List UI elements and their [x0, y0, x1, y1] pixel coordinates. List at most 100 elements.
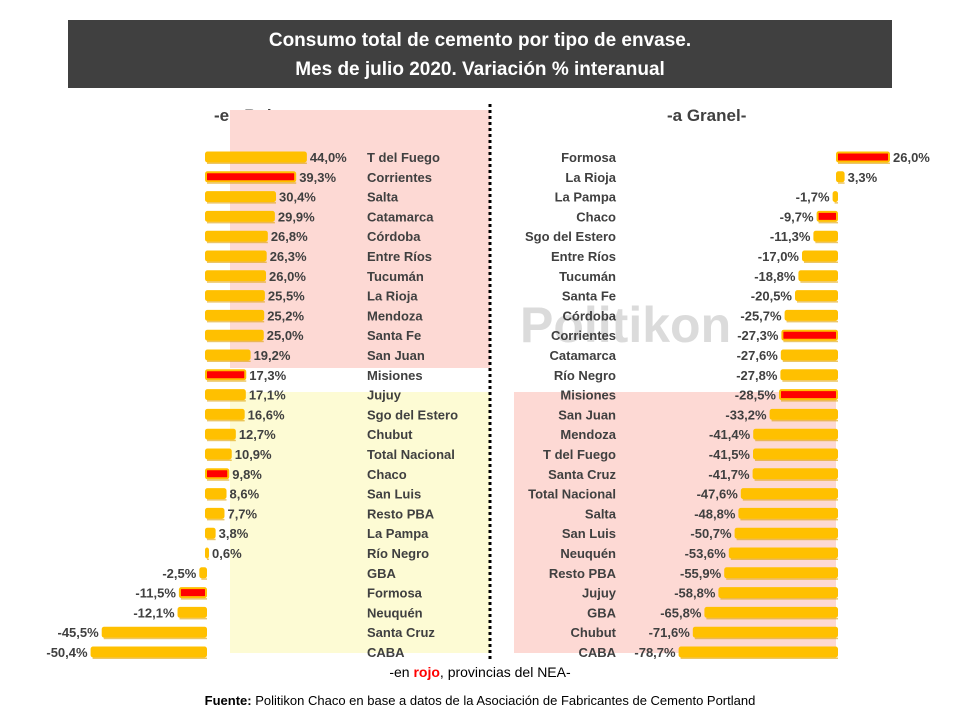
category-label-bolsa-formosa: Formosa: [367, 586, 423, 601]
value-label-bolsa-salta: 30,4%: [279, 190, 316, 205]
bar-bolsa-rio-negro: [205, 547, 209, 559]
category-label-bolsa-tucuman: Tucumán: [367, 269, 424, 284]
bar-bolsa-santa-fe: [205, 329, 264, 341]
bar-granel-corrientes: [781, 329, 839, 341]
category-label-bolsa-caba: CABA: [367, 645, 405, 660]
footnote-suffix: , provincias del NEA-: [439, 664, 571, 680]
bar-shadow-bolsa-tucuman: [207, 281, 267, 283]
bar-shadow-bolsa-sgo-del-estero: [207, 419, 245, 422]
chart-title-banner: Consumo total de cemento por tipo de env…: [68, 20, 892, 88]
bar-shadow-granel-gba: [706, 617, 838, 620]
bar-granel-neuquen: [728, 547, 838, 559]
bar-shadow-bolsa-caba: [92, 657, 207, 659]
category-label-granel-corrientes: Corrientes: [551, 328, 616, 343]
category-label-bolsa-misiones: Misiones: [367, 368, 423, 383]
footnote-red-word: rojo: [413, 664, 440, 680]
category-label-granel-cordoba: Córdoba: [563, 308, 617, 323]
bar-granel-jujuy: [718, 587, 839, 599]
value-label-granel-sgo-del-estero: -11,3%: [770, 229, 811, 244]
bar-bolsa-misiones: [205, 369, 247, 381]
value-label-granel-san-luis: -50,7%: [690, 526, 732, 541]
bar-bolsa-caba: [90, 646, 207, 658]
value-label-bolsa-corrientes: 39,3%: [299, 170, 336, 185]
bar-granel-salta: [738, 507, 839, 519]
value-label-bolsa-neuquen: -12,1%: [133, 605, 175, 620]
panel-title-granel: -a Granel-: [667, 106, 747, 125]
bar-shadow-granel-entre-rios: [804, 261, 838, 263]
category-label-bolsa-gba: GBA: [367, 566, 397, 581]
bar-granel-chaco: [816, 210, 838, 222]
bar-shadow-bolsa-entre-rios: [207, 261, 267, 263]
bar-bolsa-la-rioja: [205, 290, 265, 302]
value-label-granel-caba: -78,7%: [634, 645, 676, 660]
category-label-granel-chaco: Chaco: [576, 209, 616, 224]
value-label-granel-chaco: -9,7%: [780, 209, 814, 224]
category-label-granel-neuquen: Neuquén: [560, 546, 616, 561]
bar-bolsa-corrientes: [205, 171, 297, 183]
bar-shadow-granel-santa-fe: [797, 301, 838, 303]
category-label-granel-resto-pba: Resto PBA: [549, 566, 617, 581]
category-label-granel-salta: Salta: [585, 506, 617, 521]
chart-bolsa: 44,0% T del Fuego 39,3% Corrientes 30,4% Salt…: [46, 150, 458, 660]
bar-shadow-bolsa-santa-fe: [207, 340, 264, 343]
value-label-granel-san-juan: -33,2%: [725, 407, 767, 422]
value-label-granel-misiones: -28,5%: [735, 388, 777, 403]
category-label-granel-formosa: Formosa: [561, 150, 617, 165]
bar-granel-chubut: [692, 626, 838, 638]
category-label-bolsa-catamarca: Catamarca: [367, 209, 434, 224]
bar-granel-resto-pba: [724, 567, 839, 579]
value-label-granel-t-del-fuego: -41,5%: [709, 447, 751, 462]
value-label-bolsa-resto-pba: 7,7%: [227, 506, 257, 521]
bar-granel-santa-fe: [795, 290, 838, 302]
bar-shadow-granel-total-nacional: [742, 499, 838, 501]
value-label-bolsa-san-luis: 8,6%: [230, 487, 260, 502]
value-label-granel-corrientes: -27,3%: [737, 328, 779, 343]
value-label-bolsa-la-pampa: 3,8%: [219, 526, 249, 541]
value-label-bolsa-sgo-del-estero: 16,6%: [248, 407, 285, 422]
bar-shadow-bolsa-la-rioja: [207, 301, 265, 303]
source-label: Fuente:: [204, 693, 252, 708]
category-label-bolsa-santa-cruz: Santa Cruz: [367, 625, 435, 640]
bar-shadow-granel-santa-cruz: [754, 479, 838, 481]
value-label-granel-gba: -65,8%: [660, 605, 702, 620]
category-label-granel-entre-rios: Entre Ríos: [551, 249, 616, 264]
bar-shadow-granel-t-del-fuego: [755, 459, 838, 461]
bar-bolsa-resto-pba: [205, 507, 225, 519]
bar-shadow-granel-la-rioja: [838, 182, 845, 184]
value-label-granel-neuquen: -53,6%: [685, 546, 727, 561]
category-label-granel-gba: GBA: [587, 605, 617, 620]
bar-bolsa-san-luis: [205, 488, 227, 500]
value-label-bolsa-caba: -50,4%: [46, 645, 88, 660]
category-label-granel-caba: CABA: [578, 645, 616, 660]
value-label-bolsa-mendoza: 25,2%: [267, 308, 304, 323]
category-label-bolsa-salta: Salta: [367, 190, 399, 205]
category-label-granel-santa-cruz: Santa Cruz: [548, 467, 616, 482]
bar-shadow-bolsa-san-luis: [207, 499, 227, 501]
category-label-bolsa-total-nacional: Total Nacional: [367, 447, 455, 462]
value-label-bolsa-jujuy: 17,1%: [249, 388, 286, 403]
bar-shadow-bolsa-t-del-fuego: [207, 162, 307, 164]
category-label-granel-san-luis: San Luis: [562, 526, 616, 541]
bar-bolsa-total-nacional: [205, 448, 232, 460]
category-label-bolsa-santa-fe: Santa Fe: [367, 328, 421, 343]
value-label-granel-mendoza: -41,4%: [709, 427, 751, 442]
bar-bolsa-formosa: [178, 587, 208, 599]
bar-shadow-bolsa-total-nacional: [207, 459, 232, 461]
value-label-granel-rio-negro: -27,8%: [736, 368, 778, 383]
bar-shadow-granel-resto-pba: [726, 578, 838, 580]
value-label-granel-jujuy: -58,8%: [674, 586, 716, 601]
category-label-bolsa-t-del-fuego: T del Fuego: [367, 150, 440, 165]
value-label-bolsa-la-rioja: 25,5%: [268, 289, 305, 304]
bar-shadow-bolsa-rio-negro: [207, 558, 209, 560]
value-label-granel-resto-pba: -55,9%: [680, 566, 722, 581]
bar-bolsa-sgo-del-estero: [205, 408, 245, 420]
category-label-bolsa-cordoba: Córdoba: [367, 229, 421, 244]
value-label-granel-chubut: -71,6%: [649, 625, 691, 640]
bar-granel-sgo-del-estero: [813, 230, 839, 242]
bar-granel-rio-negro: [780, 369, 839, 381]
value-label-bolsa-chubut: 12,7%: [239, 427, 276, 442]
bar-shadow-granel-caba: [680, 657, 838, 659]
value-label-bolsa-cordoba: 26,8%: [271, 229, 308, 244]
bar-granel-la-rioja: [836, 171, 845, 183]
category-label-bolsa-sgo-del-estero: Sgo del Estero: [367, 407, 458, 422]
